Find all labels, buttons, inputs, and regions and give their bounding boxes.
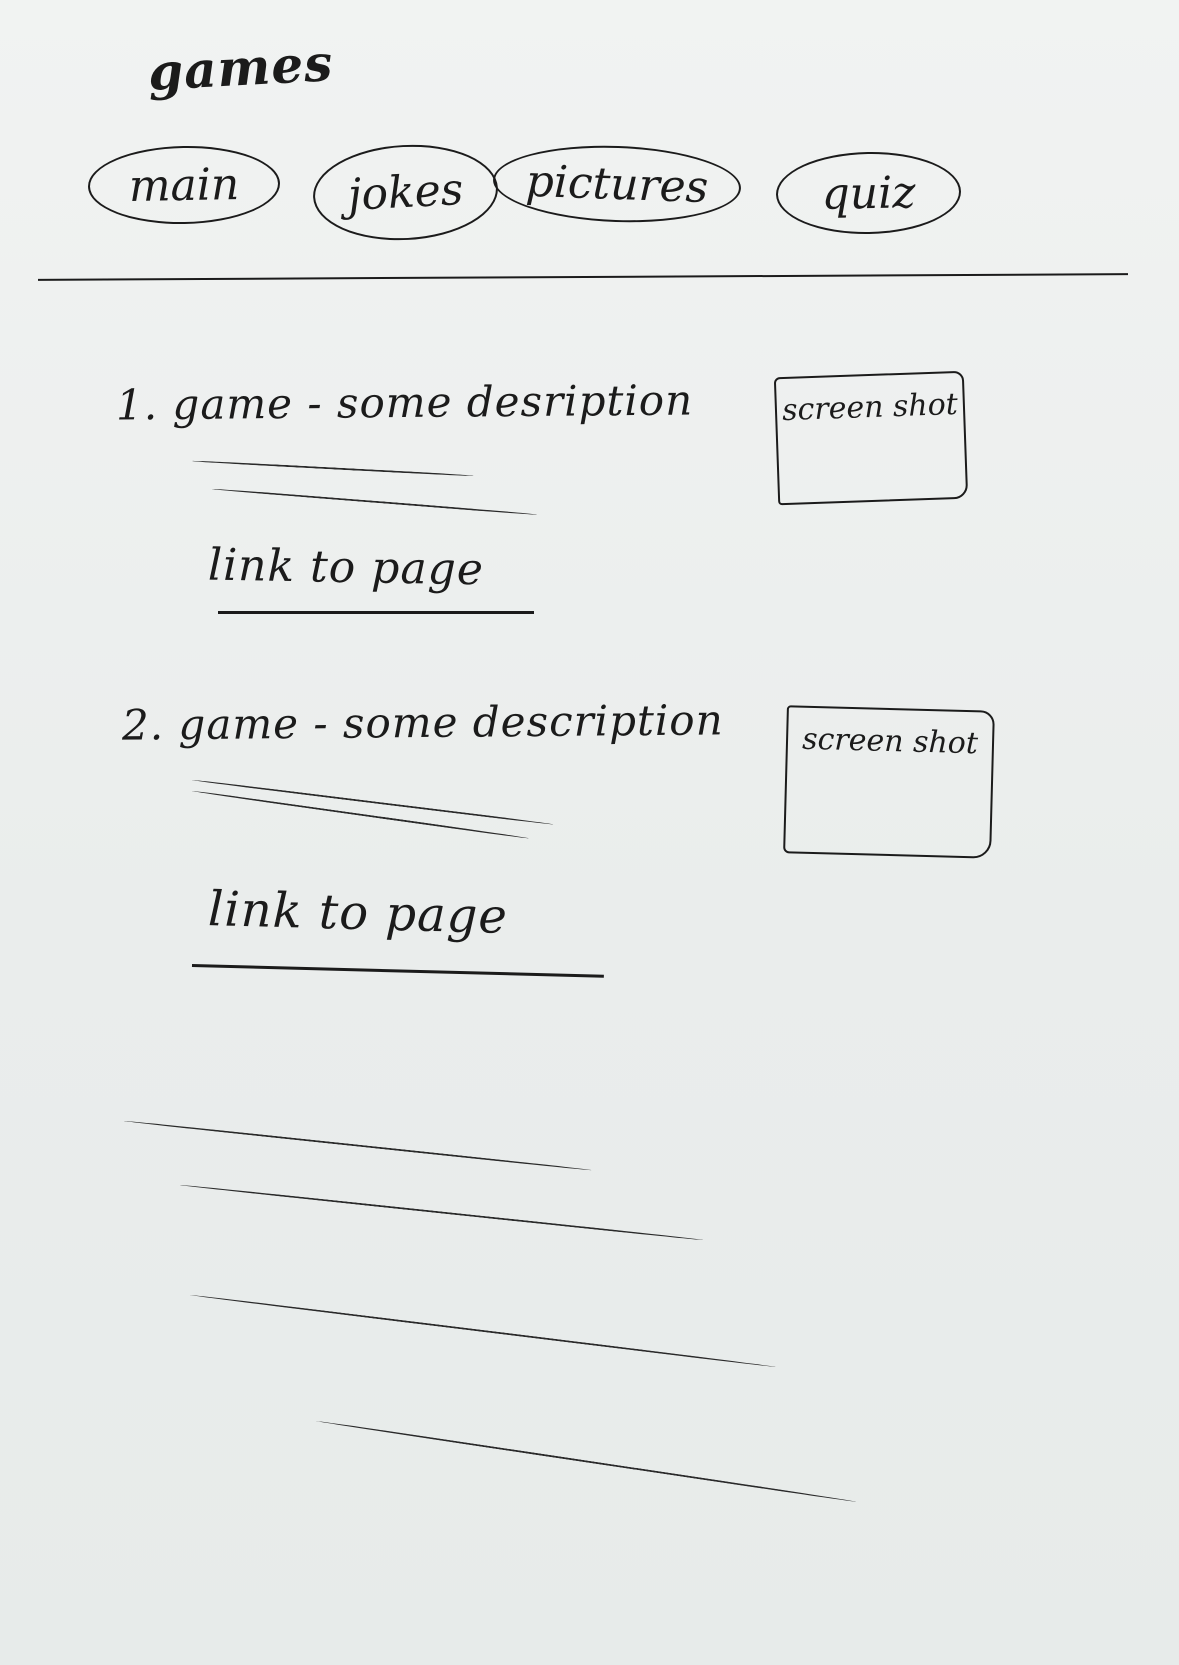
game-entry-title: 1. game - some desription	[115, 375, 694, 430]
page-title: games	[146, 33, 335, 102]
game-link[interactable]: link to page	[207, 881, 509, 945]
screenshot-label: screen shot	[801, 721, 979, 762]
screenshot-placeholder[interactable]: screen shot	[773, 370, 969, 506]
screenshot-placeholder[interactable]: screen shot	[783, 705, 995, 859]
link-underline	[218, 611, 534, 614]
screenshot-label: screen shot	[781, 386, 959, 429]
game-entry-title: 2. game - some description	[121, 695, 724, 750]
game-link[interactable]: link to page	[207, 539, 485, 596]
